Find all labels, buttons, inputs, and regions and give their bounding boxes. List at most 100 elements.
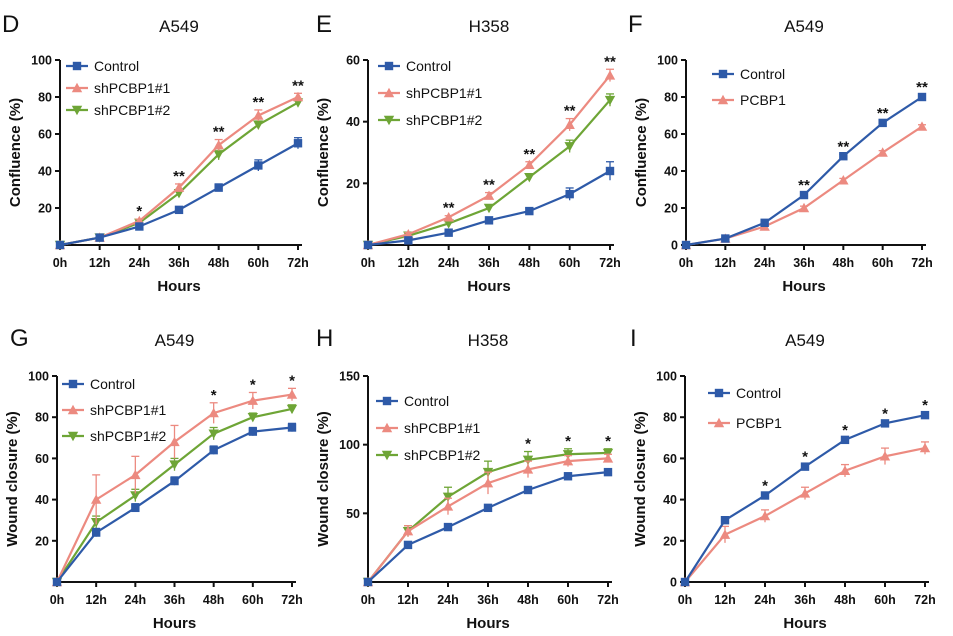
data-point <box>917 92 927 102</box>
y-tick-label: 60 <box>38 128 52 142</box>
data-point <box>213 139 224 150</box>
x-tick-label: 72h <box>281 593 303 607</box>
series-control <box>681 92 927 250</box>
significance-mark: ** <box>213 124 225 141</box>
legend-label: Control <box>406 58 451 74</box>
data-point <box>444 228 453 237</box>
data-point <box>403 229 414 239</box>
legend-label: shPCBP1#2 <box>404 447 480 463</box>
legend-marker <box>713 417 725 428</box>
legend-marker <box>384 61 394 71</box>
data-point <box>254 161 263 170</box>
x-tick-label: 24h <box>125 593 147 607</box>
significance-mark: * <box>762 477 768 494</box>
data-point <box>443 212 454 222</box>
data-point <box>286 389 298 399</box>
y-tick-label: 80 <box>664 91 678 105</box>
data-point <box>604 95 616 106</box>
data-point <box>878 118 887 128</box>
x-tick-label: 72h <box>597 593 619 607</box>
data-point <box>174 205 184 215</box>
data-point <box>799 190 809 200</box>
data-point <box>169 436 180 447</box>
x-tick-label: 0h <box>361 256 376 270</box>
data-point <box>208 429 219 439</box>
data-point <box>920 410 930 420</box>
data-point <box>720 516 730 525</box>
legend-label: PCBP1 <box>740 92 786 108</box>
data-point <box>442 492 454 503</box>
legend-label: shPCBP1#2 <box>94 102 170 118</box>
x-axis-title: Hours <box>783 615 826 632</box>
data-point <box>799 488 811 498</box>
y-tick-label: 20 <box>663 534 677 548</box>
data-point <box>442 501 454 511</box>
y-tick-label: 100 <box>28 370 49 384</box>
x-tick-label: 60h <box>557 593 579 607</box>
data-point <box>484 216 494 225</box>
x-axis-title: Hours <box>157 278 200 295</box>
series-control <box>52 422 297 587</box>
significance-mark: * <box>922 397 928 414</box>
data-point <box>879 451 891 461</box>
legend-entry: PCBP1 <box>708 415 782 431</box>
data-point <box>919 442 931 453</box>
x-tick-label: 36h <box>164 593 186 607</box>
data-point <box>90 494 102 504</box>
data-point <box>721 234 730 243</box>
legend-marker <box>71 82 83 93</box>
legend-label: shPCBP1#1 <box>406 85 482 101</box>
legend-marker <box>714 388 724 398</box>
y-tick-label: 100 <box>31 54 52 68</box>
significance-mark: ** <box>798 177 810 194</box>
y-tick-label: 20 <box>35 534 49 548</box>
x-tick-label: 72h <box>911 256 933 270</box>
legend-entry: Control <box>376 393 449 409</box>
data-point <box>840 435 850 445</box>
y-tick-label: 0 <box>671 239 678 253</box>
series-control <box>55 137 303 250</box>
data-point <box>363 577 373 587</box>
data-point <box>564 142 575 152</box>
legend-marker <box>71 105 83 116</box>
data-point <box>524 172 535 183</box>
y-tick-label: 20 <box>664 202 678 216</box>
y-tick-label: 80 <box>35 411 49 425</box>
chart-title: H358 <box>469 17 510 36</box>
data-point <box>759 510 771 521</box>
significance-mark: ** <box>443 200 455 217</box>
x-tick-label: 36h <box>478 256 500 270</box>
x-axis-title: Hours <box>153 615 196 632</box>
x-tick-label: 48h <box>203 593 225 607</box>
data-point <box>483 190 495 200</box>
panel-letter: G <box>10 325 29 352</box>
data-point <box>880 419 890 428</box>
data-point <box>523 485 533 495</box>
significance-mark: * <box>289 372 295 389</box>
legend-entry: shPCBP1#1 <box>376 420 480 436</box>
data-point <box>91 528 101 537</box>
y-tick-label: 100 <box>339 438 360 452</box>
x-tick-label: 0h <box>361 593 376 607</box>
x-tick-label: 72h <box>599 256 621 270</box>
legend-entry: shPCBP1#2 <box>376 447 480 463</box>
legend-marker <box>381 422 393 433</box>
data-point <box>208 407 219 418</box>
series-line <box>56 393 293 583</box>
chart-panel-i: I A549 0 20 40 60 80 100 0h 12h 24h 36h 48h 60h 72h Hou… <box>630 325 936 632</box>
x-axis-title: Hours <box>466 615 509 632</box>
y-tick-label: 0 <box>670 576 677 590</box>
data-point <box>293 139 303 148</box>
data-point <box>524 159 535 170</box>
data-point <box>602 453 614 463</box>
y-tick-label: 40 <box>664 165 678 179</box>
legend-label: shPCBP1#2 <box>90 428 166 444</box>
legend-marker <box>72 61 82 71</box>
y-tick-label: 60 <box>35 452 49 466</box>
data-point <box>247 413 259 423</box>
data-point <box>604 70 616 80</box>
x-axis-title: Hours <box>782 278 825 295</box>
x-tick-label: 60h <box>872 256 894 270</box>
x-tick-label: 36h <box>793 256 815 270</box>
data-point <box>605 166 615 176</box>
